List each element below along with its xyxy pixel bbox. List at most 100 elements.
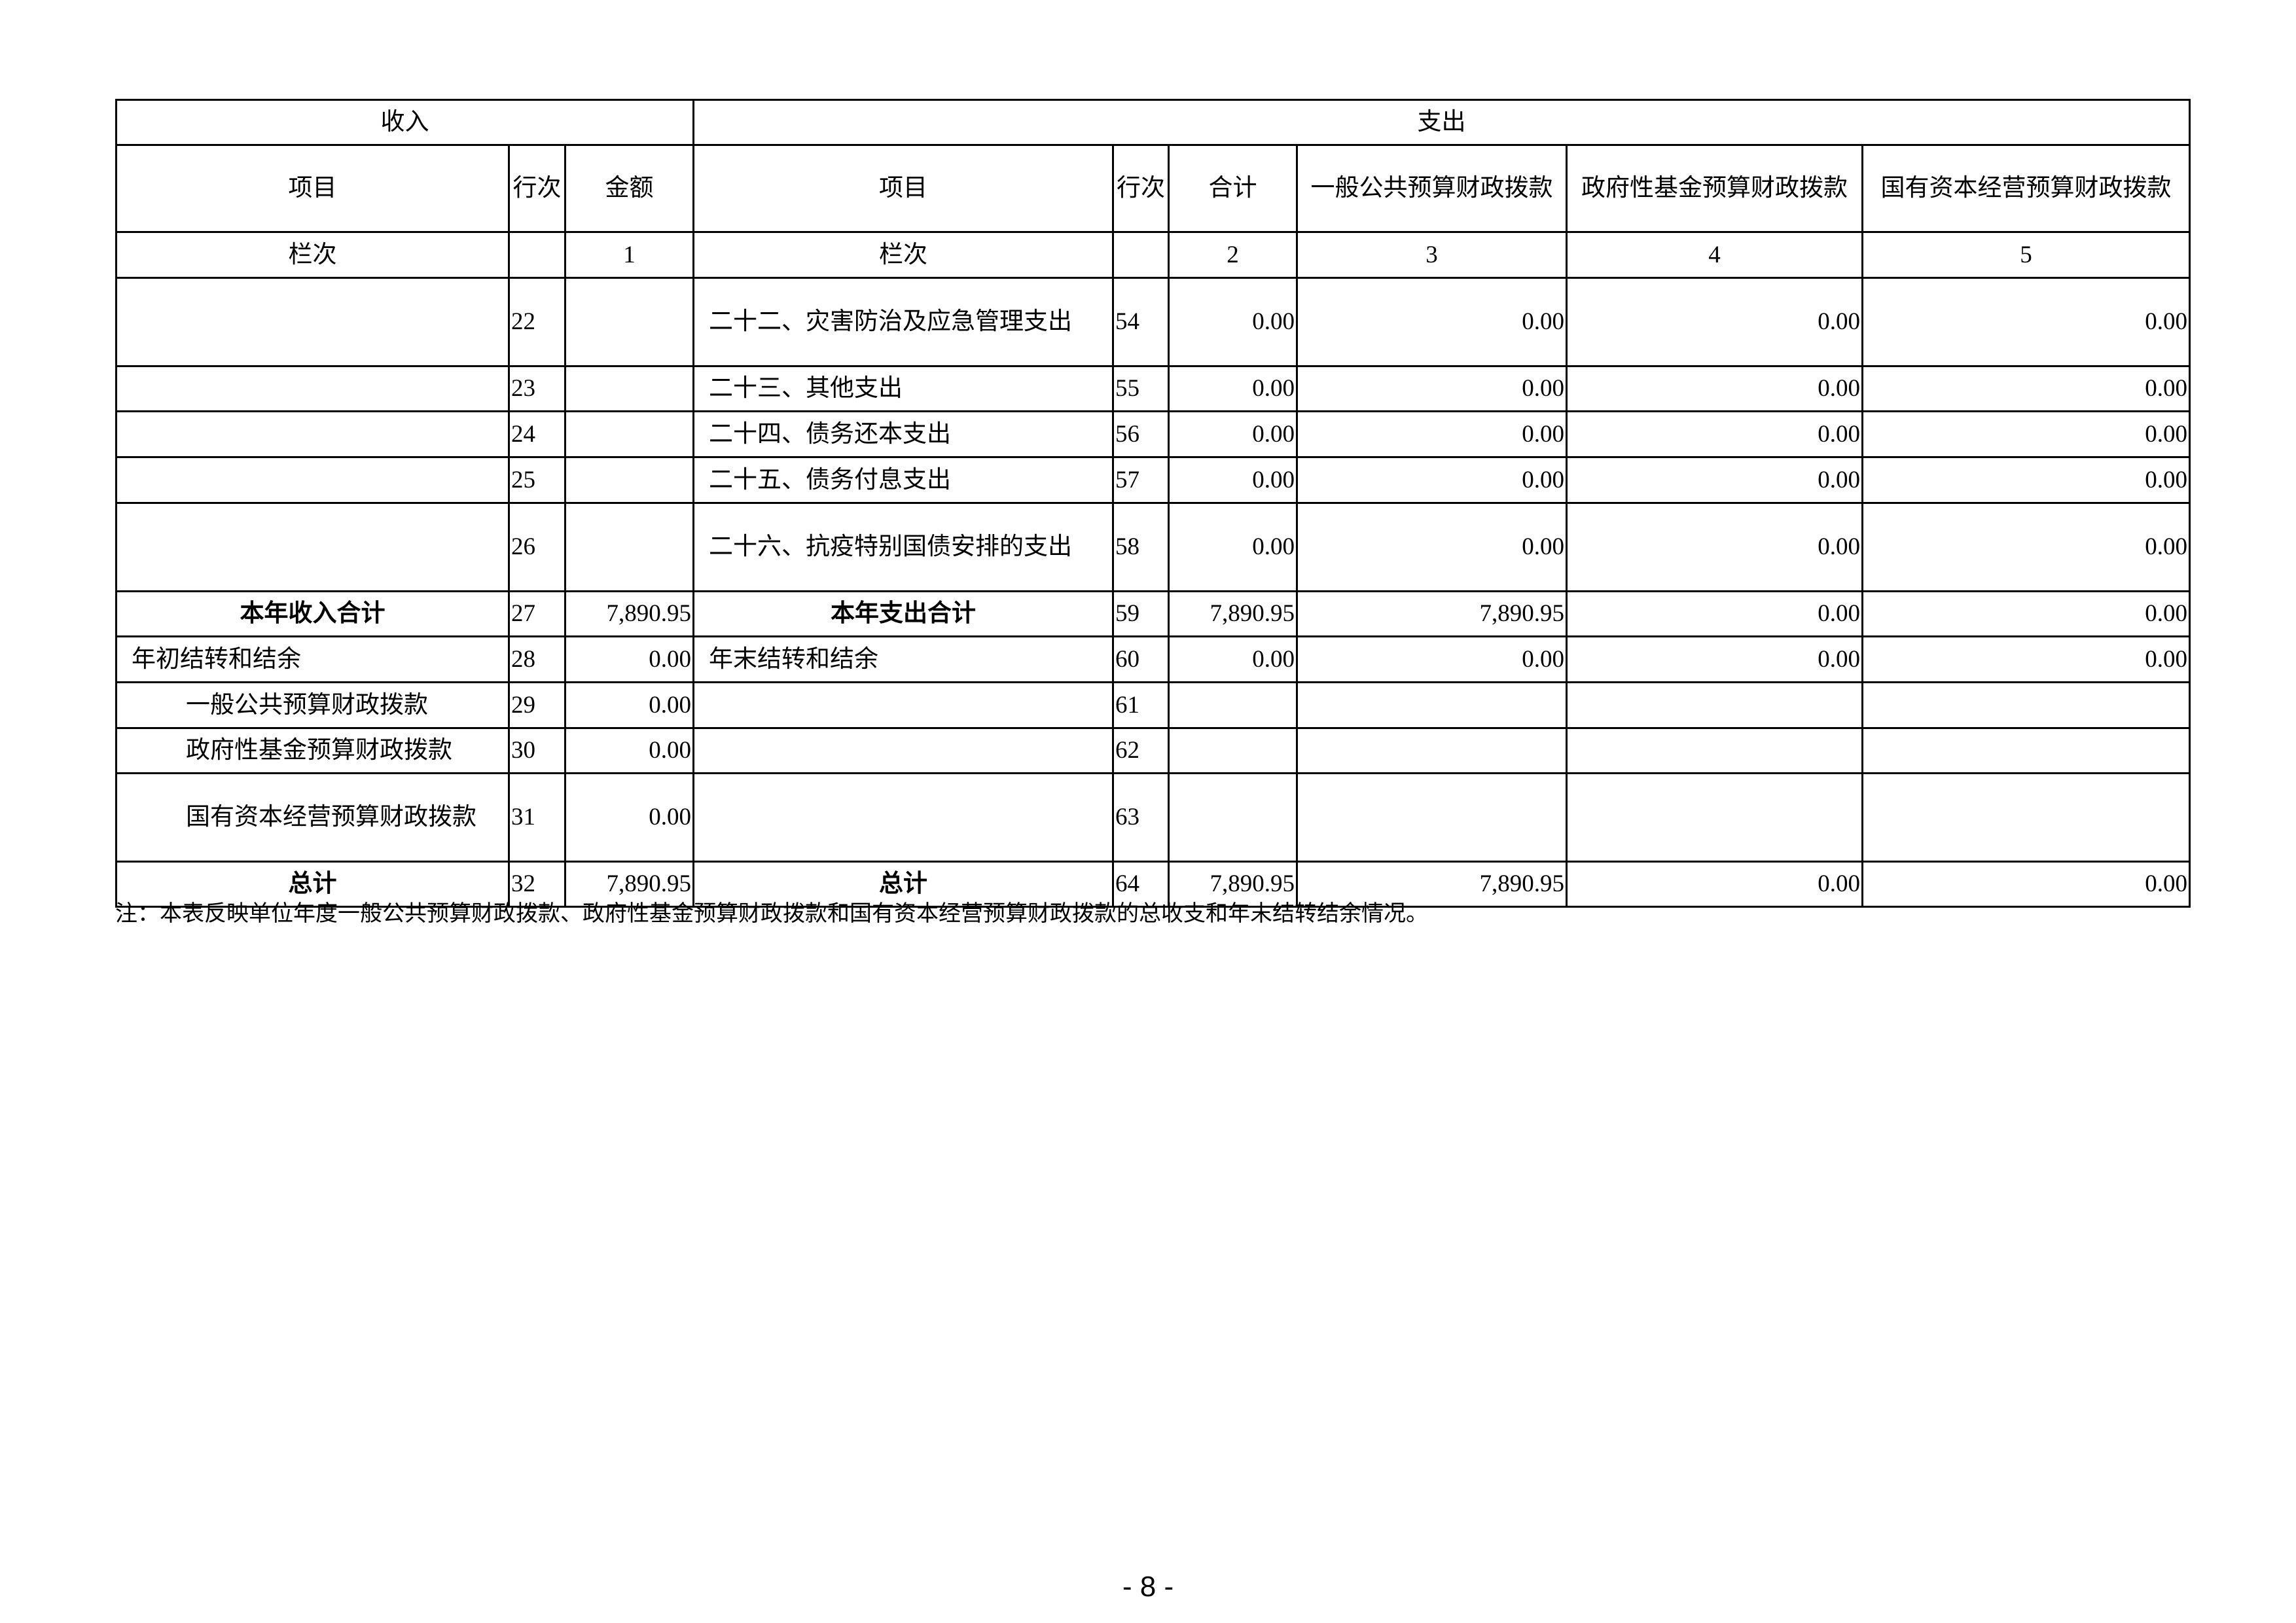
table-row: 年初结转和结余 28 0.00 年末结转和结余 60 0.00 0.00 0.00 0.00 <box>115 635 2191 683</box>
expense-item: 二十五、债务付息支出 <box>692 456 1114 504</box>
col-header: 一般公共预算财政拨款 <box>1296 144 1568 233</box>
expense-item: 本年支出合计 <box>692 590 1114 637</box>
income-item: 总计 <box>115 861 510 908</box>
income-amount <box>564 365 694 412</box>
income-amount: 7,890.95 <box>564 861 694 908</box>
general-budget-amount <box>1296 772 1568 863</box>
income-line-no: 27 <box>508 590 566 637</box>
income-header: 收入 <box>115 99 694 146</box>
col-header: 行次 <box>1112 144 1170 233</box>
lanci-cell <box>1112 231 1170 279</box>
income-item: 本年收入合计 <box>115 590 510 637</box>
expense-item <box>692 772 1114 863</box>
general-budget-amount: 7,890.95 <box>1296 590 1568 637</box>
budget-table: 收入 支出 项目 行次 金额 项目 行次 合计 一般公共预算财政拨款 政府性基金… <box>115 99 2191 908</box>
state-capital-amount <box>1861 681 2191 729</box>
state-capital-amount: 0.00 <box>1861 590 2191 637</box>
income-item: 国有资本经营预算财政拨款 <box>115 772 510 863</box>
expense-total: 0.00 <box>1168 277 1298 367</box>
gov-fund-amount: 0.00 <box>1566 861 1863 908</box>
state-capital-amount: 0.00 <box>1861 410 2191 458</box>
expense-item <box>692 727 1114 774</box>
table-note: 注：本表反映单位年度一般公共预算财政拨款、政府性基金预算财政拨款和国有资本经营预… <box>115 902 1428 926</box>
general-budget-amount: 0.00 <box>1296 410 1568 458</box>
expense-line-no: 61 <box>1112 681 1170 729</box>
lanci-cell: 栏次 <box>115 231 510 279</box>
state-capital-amount: 0.00 <box>1861 365 2191 412</box>
income-item <box>115 365 510 412</box>
page-number: - 8 - <box>1122 1571 1174 1603</box>
lanci-cell: 3 <box>1296 231 1568 279</box>
income-item <box>115 456 510 504</box>
state-capital-amount: 0.00 <box>1861 635 2191 683</box>
expense-line-no: 63 <box>1112 772 1170 863</box>
gov-fund-amount: 0.00 <box>1566 502 1863 592</box>
col-header: 项目 <box>692 144 1114 233</box>
expense-line-no: 64 <box>1112 861 1170 908</box>
expense-total: 7,890.95 <box>1168 861 1298 908</box>
income-item: 年初结转和结余 <box>115 635 510 683</box>
expense-line-no: 58 <box>1112 502 1170 592</box>
gov-fund-amount: 0.00 <box>1566 590 1863 637</box>
general-budget-amount: 0.00 <box>1296 635 1568 683</box>
income-amount: 0.00 <box>564 727 694 774</box>
expense-item: 年末结转和结余 <box>692 635 1114 683</box>
income-amount: 0.00 <box>564 772 694 863</box>
col-header: 国有资本经营预算财政拨款 <box>1861 144 2191 233</box>
col-header: 金额 <box>564 144 694 233</box>
lanci-cell: 5 <box>1861 231 2191 279</box>
expense-total <box>1168 772 1298 863</box>
income-amount <box>564 277 694 367</box>
table-row: 本年收入合计 27 7,890.95 本年支出合计 59 7,890.95 7,890.95… <box>115 590 2191 637</box>
table-row: 22 二十二、灾害防治及应急管理支出 54 0.00 0.00 0.00 0.00 <box>115 277 2191 367</box>
lanci-cell: 栏次 <box>692 231 1114 279</box>
expense-total: 0.00 <box>1168 635 1298 683</box>
table-row: 国有资本经营预算财政拨款 31 0.00 63 <box>115 772 2191 863</box>
income-line-no: 26 <box>508 502 566 592</box>
state-capital-amount: 0.00 <box>1861 277 2191 367</box>
income-line-no: 32 <box>508 861 566 908</box>
income-amount: 0.00 <box>564 681 694 729</box>
income-line-no: 31 <box>508 772 566 863</box>
lanci-cell: 1 <box>564 231 694 279</box>
expense-item <box>692 681 1114 729</box>
income-line-no: 28 <box>508 635 566 683</box>
table-row: 一般公共预算财政拨款 29 0.00 61 <box>115 681 2191 729</box>
expense-line-no: 62 <box>1112 727 1170 774</box>
expense-line-no: 56 <box>1112 410 1170 458</box>
state-capital-amount: 0.00 <box>1861 861 2191 908</box>
table-row: 24 二十四、债务还本支出 56 0.00 0.00 0.00 0.00 <box>115 410 2191 458</box>
expense-line-no: 57 <box>1112 456 1170 504</box>
expense-total: 0.00 <box>1168 456 1298 504</box>
gov-fund-amount <box>1566 727 1863 774</box>
lanci-cell: 4 <box>1566 231 1863 279</box>
expense-total: 0.00 <box>1168 365 1298 412</box>
expense-line-no: 59 <box>1112 590 1170 637</box>
expense-item: 二十四、债务还本支出 <box>692 410 1114 458</box>
lanci-cell <box>508 231 566 279</box>
income-amount <box>564 456 694 504</box>
gov-fund-amount: 0.00 <box>1566 365 1863 412</box>
table-row: 政府性基金预算财政拨款 30 0.00 62 <box>115 727 2191 774</box>
expense-item: 二十六、抗疫特别国债安排的支出 <box>692 502 1114 592</box>
expense-item: 二十二、灾害防治及应急管理支出 <box>692 277 1114 367</box>
expense-total <box>1168 681 1298 729</box>
income-amount: 7,890.95 <box>564 590 694 637</box>
col-header: 项目 <box>115 144 510 233</box>
expense-total: 0.00 <box>1168 410 1298 458</box>
expense-line-no: 60 <box>1112 635 1170 683</box>
general-budget-amount: 0.00 <box>1296 365 1568 412</box>
expense-item: 总计 <box>692 861 1114 908</box>
state-capital-amount <box>1861 772 2191 863</box>
income-amount: 0.00 <box>564 635 694 683</box>
state-capital-amount: 0.00 <box>1861 456 2191 504</box>
general-budget-amount: 0.00 <box>1296 502 1568 592</box>
income-line-no: 22 <box>508 277 566 367</box>
state-capital-amount <box>1861 727 2191 774</box>
income-item <box>115 277 510 367</box>
lanci-row: 栏次 1 栏次 2 3 4 5 <box>115 231 2191 279</box>
gov-fund-amount <box>1566 681 1863 729</box>
income-item: 一般公共预算财政拨款 <box>115 681 510 729</box>
table-row: 总计 32 7,890.95 总计 64 7,890.95 7,890.95 0.00 0.00 <box>115 861 2191 908</box>
gov-fund-amount <box>1566 772 1863 863</box>
